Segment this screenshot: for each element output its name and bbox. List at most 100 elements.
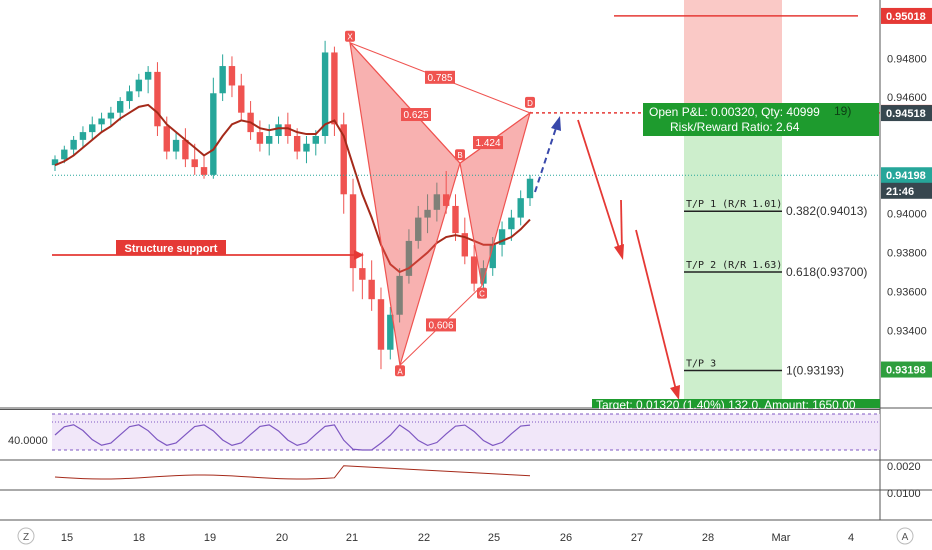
candle-body	[489, 244, 496, 269]
candle-body	[191, 159, 198, 168]
candle-body	[331, 52, 338, 125]
candle-body	[470, 256, 478, 284]
price-label-bg	[881, 361, 932, 378]
pattern-point-marker	[525, 96, 535, 108]
pattern-point-label-A: A	[397, 367, 403, 376]
candle-body	[256, 132, 264, 144]
price-label-bg	[881, 182, 932, 199]
time-tick: 15	[61, 532, 73, 544]
time-tick: 19	[204, 532, 216, 544]
price-tick: 0.93400	[887, 325, 927, 337]
structure-support-annotation: Structure support	[52, 240, 364, 260]
candle-body	[182, 139, 189, 160]
time-tick: 4	[848, 532, 854, 544]
pattern-point-marker	[455, 149, 465, 161]
open-pnl-text: Open P&L: 0.00320, Qty: 40999	[649, 105, 820, 119]
candle-body	[349, 194, 357, 269]
time-axis-ticks: 15 18 19 20 21 22 25 26 27 28 Mar 4	[61, 532, 854, 544]
candle-body	[70, 139, 77, 150]
price-label: 0.95018	[886, 11, 926, 23]
rsi-line	[54, 424, 531, 451]
pattern-point-label-X: X	[347, 33, 353, 42]
candle-body	[154, 71, 161, 127]
price-label-bg	[881, 7, 932, 24]
take-profit-levels: T/P 1 (R/R 1.01) 0.382(0.94013) T/P 2 (R/R…	[684, 199, 867, 378]
price-tick: 0.94800	[887, 53, 927, 65]
candle-body	[461, 233, 469, 257]
lower-tick-1: 0.0100	[887, 488, 921, 500]
candle-body	[526, 178, 534, 199]
rsi-band	[52, 414, 880, 450]
tp-label: T/P 3	[686, 359, 716, 370]
time-tick: 26	[560, 532, 572, 544]
candle-body	[266, 136, 273, 144]
candle-body	[116, 101, 124, 113]
candle-body	[303, 143, 310, 152]
stop-loss-zone	[684, 0, 782, 108]
candle-body	[405, 240, 413, 276]
candles-layer	[51, 40, 534, 370]
pattern-line-xb	[349, 42, 461, 164]
timezone-button[interactable]	[17, 527, 35, 545]
timezone-button-label: Z	[23, 532, 29, 543]
fib-label: 0.382(0.94013)	[786, 204, 867, 218]
pattern-ratio-labels: 0.785 0.625 0.606 1.424	[401, 70, 503, 332]
time-tick: 22	[418, 532, 430, 544]
candle-body	[396, 275, 403, 315]
ratio-label-bg	[425, 70, 455, 84]
candle-body	[424, 209, 431, 218]
auto-scale-button[interactable]	[896, 527, 914, 545]
price-label: 0.93198	[886, 365, 926, 377]
price-tick: 0.94600	[887, 92, 927, 104]
candle-body	[61, 149, 68, 160]
time-tick: 21	[346, 532, 358, 544]
ratio-label: 1.424	[475, 138, 500, 149]
candle-body	[163, 126, 170, 152]
auto-scale-button-label: A	[902, 532, 909, 543]
structure-support-label: Structure support	[125, 243, 218, 255]
candle-body	[126, 91, 133, 102]
candle-body	[508, 217, 515, 230]
price-label-bg	[881, 105, 932, 122]
price-label: 21:46	[886, 186, 914, 198]
candle-body	[89, 124, 96, 133]
lower-indicator-line	[54, 465, 531, 480]
candle-body	[275, 124, 282, 136]
ratio-label-bg	[473, 136, 503, 150]
fib-label: 1(0.93193)	[786, 364, 844, 378]
candle-body	[51, 159, 59, 166]
pattern-point-marker	[345, 30, 355, 42]
candle-body	[210, 93, 217, 175]
target-text: Target: 0.01320 (1.40%) 132.0, Amount: 1…	[596, 398, 856, 412]
candle-body	[368, 279, 375, 300]
projection-arrows	[534, 116, 680, 400]
open-pnl-box[interactable]: Open P&L: 0.00320, Qty: 40999 19) Risk/R…	[643, 103, 879, 136]
price-label: 0.94198	[886, 170, 926, 182]
fib-label: 0.618(0.93700)	[786, 265, 867, 279]
ratio-label-bg	[426, 318, 456, 332]
candle-body	[359, 268, 366, 280]
candle-body	[480, 268, 487, 284]
pattern-point-label-D: D	[527, 99, 533, 108]
rsi-level-label: 40.0000	[8, 435, 48, 447]
risk-reward-text: Risk/Reward Ratio: 2.64	[670, 120, 800, 134]
candle-body	[293, 136, 301, 152]
candle-body	[433, 194, 441, 210]
price-label-bg	[881, 167, 932, 184]
candle-body	[200, 167, 208, 175]
candle-body	[135, 79, 143, 92]
candle-body	[517, 198, 524, 218]
candle-body	[321, 52, 329, 137]
ratio-label: 0.625	[403, 110, 428, 121]
pattern-point-label-C: C	[479, 290, 485, 299]
time-tick: Mar	[772, 532, 791, 544]
candle-body	[98, 118, 105, 125]
price-tick: 0.94000	[887, 209, 927, 221]
candle-body	[377, 299, 385, 350]
candle-body	[452, 205, 459, 234]
candle-body	[415, 217, 422, 241]
candle-body	[79, 132, 87, 140]
price-tick: 0.93600	[887, 286, 927, 298]
